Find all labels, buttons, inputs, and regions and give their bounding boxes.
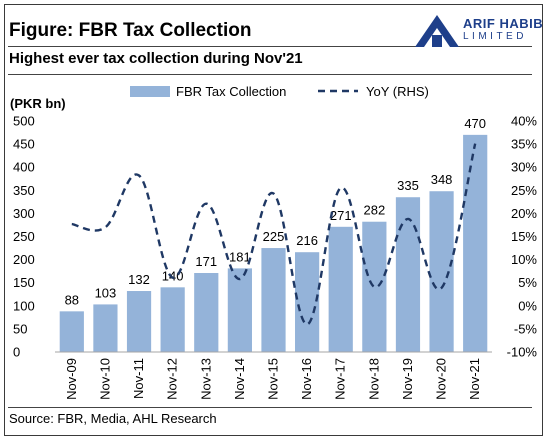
chart-legend: FBR Tax Collection YoY (RHS) — [130, 84, 429, 99]
x-tick-label: Nov-15 — [266, 358, 281, 400]
footer-divider — [8, 407, 532, 408]
y2-tick-label: -10% — [507, 345, 538, 360]
bar-value-label: 103 — [95, 285, 117, 300]
logo-mark-icon — [415, 15, 459, 47]
y-tick-label: 200 — [13, 252, 35, 267]
figure-title: Figure: FBR Tax Collection — [9, 20, 252, 41]
bar-data-labels: 88 103 132 140 171 181 225 216 271 282 335 348 470 — [65, 116, 486, 307]
bar — [295, 252, 320, 352]
x-tick-label: Nov-19 — [400, 358, 415, 400]
y-tick-label: 250 — [13, 229, 35, 244]
y2-tick-label: 10% — [511, 252, 537, 267]
legend-swatch-bar — [130, 86, 170, 97]
bar — [194, 272, 219, 352]
bar-value-label: 335 — [397, 178, 419, 193]
x-tick-label: Nov-13 — [198, 358, 213, 400]
bar — [261, 248, 286, 352]
x-tick-label: Nov-10 — [97, 358, 112, 400]
bar — [328, 226, 353, 352]
figure-subtitle: Highest ever tax collection during Nov'2… — [9, 50, 303, 67]
legend-label-bar: FBR Tax Collection — [176, 84, 286, 99]
bar-value-label: 132 — [128, 272, 150, 287]
y-tick-label: 500 — [13, 114, 35, 129]
y2-tick-label: 5% — [518, 275, 537, 290]
yoy-line — [71, 143, 477, 326]
x-tick-label: Nov-16 — [299, 358, 314, 400]
y2-tick-label: 30% — [511, 160, 537, 175]
bar — [395, 197, 421, 352]
bar-series — [59, 134, 488, 352]
company-logo: ARIF HABIB LIMITED — [411, 13, 543, 47]
y-tick-label: 400 — [13, 160, 35, 175]
bar-value-label: 181 — [229, 249, 251, 264]
y-tick-label: 450 — [13, 137, 35, 152]
title-divider — [8, 46, 532, 47]
bar-value-label: 216 — [296, 233, 318, 248]
logo-name: ARIF HABIB — [463, 16, 544, 31]
bar — [93, 304, 118, 352]
source-note: Source: FBR, Media, AHL Research — [9, 411, 217, 426]
x-tick-label: Nov-18 — [366, 358, 381, 400]
x-axis: Nov-09 Nov-10 Nov-11 Nov-12 Nov-13 Nov-14 Nov-… — [55, 351, 492, 400]
y-tick-label: 300 — [13, 206, 35, 221]
bar-value-label: 140 — [162, 268, 184, 283]
y2-tick-label: 40% — [511, 114, 537, 129]
x-tick-label: Nov-12 — [165, 358, 180, 400]
y-axis-right: -10% -5% 0% 5% 10% 15% 20% 25% 30% 35% 40% — [507, 114, 538, 360]
bar-value-label: 88 — [65, 292, 79, 307]
yoy-line-series — [71, 143, 477, 326]
x-tick-label: Nov-21 — [467, 358, 482, 400]
y-tick-label: 0 — [13, 345, 20, 360]
y-axis-label: (PKR bn) — [10, 96, 66, 111]
bar — [429, 191, 454, 352]
y-tick-label: 350 — [13, 183, 35, 198]
bar — [126, 291, 152, 352]
y-tick-label: 150 — [13, 275, 35, 290]
bar — [227, 268, 252, 352]
y2-tick-label: -5% — [514, 321, 538, 336]
y2-tick-label: 15% — [511, 229, 537, 244]
bar-value-label: 225 — [263, 229, 285, 244]
subtitle-divider — [8, 74, 532, 75]
logo-sub: LIMITED — [463, 31, 527, 42]
bar — [160, 287, 185, 352]
bar-value-label: 171 — [195, 254, 217, 269]
bar — [362, 221, 387, 352]
y2-tick-label: 0% — [518, 298, 537, 313]
y-tick-label: 50 — [13, 321, 27, 336]
x-tick-label: Nov-20 — [434, 358, 449, 400]
y2-tick-label: 25% — [511, 183, 537, 198]
x-tick-label: Nov-11 — [131, 358, 146, 399]
y2-tick-label: 20% — [511, 206, 537, 221]
y-axis-left: 0 50 100 150 200 250 300 350 400 450 500 — [13, 114, 35, 360]
bar — [59, 311, 84, 352]
bar-value-label: 282 — [363, 203, 385, 218]
bar-value-label: 348 — [431, 172, 453, 187]
bar-value-label: 470 — [464, 116, 486, 131]
y-tick-label: 100 — [13, 298, 35, 313]
x-tick-label: Nov-09 — [64, 358, 79, 400]
x-tick-label: Nov-14 — [232, 358, 247, 400]
bar-value-label: 271 — [330, 208, 352, 223]
legend-label-line: YoY (RHS) — [366, 84, 429, 99]
bar — [463, 134, 488, 352]
y2-tick-label: 35% — [511, 137, 537, 152]
x-tick-label: Nov-17 — [333, 358, 348, 400]
